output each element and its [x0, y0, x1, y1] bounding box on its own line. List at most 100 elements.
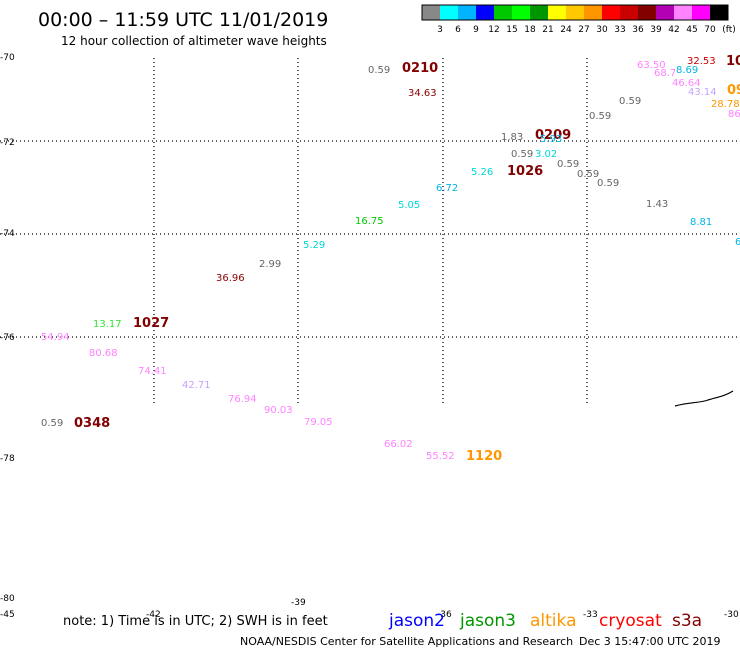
- legend-tick: 21: [542, 25, 553, 35]
- legend-tick: 42: [668, 25, 679, 35]
- axis-labels: -70 -72 -74 -76 -78 -80 -45 -42 -39 -36 -33 -30: [0, 53, 739, 620]
- pass-time-label: 10: [726, 54, 740, 69]
- wave-height-label: 5.26: [471, 167, 493, 178]
- wave-height-label: 0.59: [41, 418, 63, 429]
- legend-tick: 36: [632, 25, 644, 35]
- pass-time-label: 0348: [74, 416, 110, 431]
- pass-time-label: 09: [727, 83, 740, 98]
- satellite-legend: jason2 jason3 altika cryosat s3a: [388, 611, 702, 631]
- coastline: [674, 390, 734, 407]
- wave-height-label: 0.59: [368, 65, 390, 76]
- wave-height-label: 8.81: [690, 217, 712, 228]
- legend-swatch: [638, 5, 656, 20]
- wave-height-label: 2.99: [259, 259, 281, 270]
- legend-tick: 70: [704, 25, 716, 35]
- legend-unit: (ft): [722, 25, 736, 35]
- legend-tick: 9: [473, 25, 479, 35]
- wave-height-label: 3.02: [535, 149, 557, 160]
- map-title: 00:00 – 11:59 UTC 11/01/2019: [38, 9, 328, 31]
- wave-height-label: 0.59: [511, 149, 533, 160]
- pass-time-label: 0210: [402, 61, 438, 76]
- wave-height-label: 13.17: [93, 319, 122, 330]
- pass-time-label: 0209: [535, 128, 571, 143]
- wave-height-label: 6.72: [436, 183, 458, 194]
- legend-tick: 33: [614, 25, 625, 35]
- satellite-jason3-label: jason3: [459, 611, 516, 631]
- latitude-label: -76: [0, 333, 15, 343]
- wave-height-label: 36.96: [216, 273, 245, 284]
- legend-swatch: [620, 5, 638, 20]
- wave-height-label: 55.52: [426, 451, 455, 462]
- legend-tick: 18: [524, 25, 536, 35]
- wave-height-label: 63.50: [637, 60, 666, 71]
- satellite-cryosat-label: cryosat: [599, 611, 662, 631]
- footer-note: note: 1) Time is in UTC; 2) SWH is in fe…: [63, 614, 328, 629]
- latitude-label: -74: [0, 229, 15, 239]
- latitude-label: -70: [0, 53, 15, 63]
- wave-height-label: 5.29: [303, 240, 325, 251]
- pass-time-label: 1120: [466, 449, 502, 464]
- wave-height-label: 66.02: [384, 439, 413, 450]
- wave-height-label: 0.59: [619, 96, 641, 107]
- legend-swatch: [422, 5, 440, 20]
- wave-height-label: 28.78: [711, 99, 740, 110]
- legend-swatch: [476, 5, 494, 20]
- legend-swatch: [692, 5, 710, 20]
- wave-height-label: 86: [728, 109, 740, 120]
- satellite-s3a-label: s3a: [672, 611, 702, 631]
- legend-swatch: [566, 5, 584, 20]
- legend-tick: 12: [488, 25, 499, 35]
- legend-tick: 27: [578, 25, 589, 35]
- wave-height-label: 42.71: [182, 380, 211, 391]
- wave-height-label: 0.59: [597, 178, 619, 189]
- wave-height-label: 0.59: [577, 169, 599, 180]
- legend-swatch: [530, 5, 548, 20]
- wave-height-label: 90.03: [264, 405, 293, 416]
- legend-swatch: [440, 5, 458, 20]
- color-legend: 3 6 9 12 15 18 21 24 27 30 33 36 39 42 45 70 (ft): [421, 4, 736, 35]
- wave-height-label: 0.59: [557, 159, 579, 170]
- wave-height-label: 43.14: [688, 87, 717, 98]
- wave-height-label: 80.68: [89, 348, 118, 359]
- latitude-label: -80: [0, 594, 15, 604]
- longitude-label: -36: [437, 610, 452, 620]
- legend-tick: 3: [437, 25, 443, 35]
- wave-height-label: 5.93: [540, 134, 562, 145]
- wave-height-label: 76.94: [228, 394, 257, 405]
- wave-height-label: 0.59: [589, 111, 611, 122]
- map-subtitle: 12 hour collection of altimeter wave hei…: [61, 34, 327, 48]
- footer-timestamp: Dec 3 15:47:00 UTC 2019: [579, 635, 720, 648]
- legend-swatch: [656, 5, 674, 20]
- latitude-label: -72: [0, 138, 15, 148]
- footer-credit: NOAA/NESDIS Center for Satellite Applica…: [240, 635, 573, 648]
- longitude-label: -39: [291, 598, 306, 608]
- legend-frame: [421, 4, 729, 21]
- wave-height-label: 1.83: [501, 132, 523, 143]
- longitude-label: -42: [146, 610, 161, 620]
- legend-swatch: [494, 5, 512, 20]
- pass-time-label: 1026: [507, 164, 543, 179]
- legend-swatch: [584, 5, 602, 20]
- legend-swatch: [602, 5, 620, 20]
- wave-height-label: 79.05: [304, 417, 333, 428]
- wave-height-label: 34.63: [408, 88, 437, 99]
- wave-height-label: 54.94: [41, 332, 70, 343]
- legend-tick: 45: [686, 25, 697, 35]
- satellite-altika-label: altika: [530, 611, 577, 631]
- wave-height-label: 5.05: [398, 200, 420, 211]
- wave-height-label: 32.53: [687, 56, 716, 67]
- wave-height-label: 68.7: [654, 68, 676, 79]
- legend-tick: 39: [650, 25, 662, 35]
- legend-swatch: [458, 5, 476, 20]
- legend-tick: 30: [596, 25, 608, 35]
- observation-layer: 0.59 0210 34.63 63.50 32.53 10 68.78.69 46.64 09…: [41, 54, 740, 464]
- legend-swatch: [512, 5, 530, 20]
- longitude-label: -33: [583, 610, 598, 620]
- satellite-jason2-label: jason2: [388, 611, 445, 631]
- legend-tick: 24: [560, 25, 572, 35]
- longitude-label: -30: [724, 610, 739, 620]
- legend-swatch: [674, 5, 692, 20]
- longitude-label: -45: [0, 610, 15, 620]
- legend-tick: 15: [506, 25, 517, 35]
